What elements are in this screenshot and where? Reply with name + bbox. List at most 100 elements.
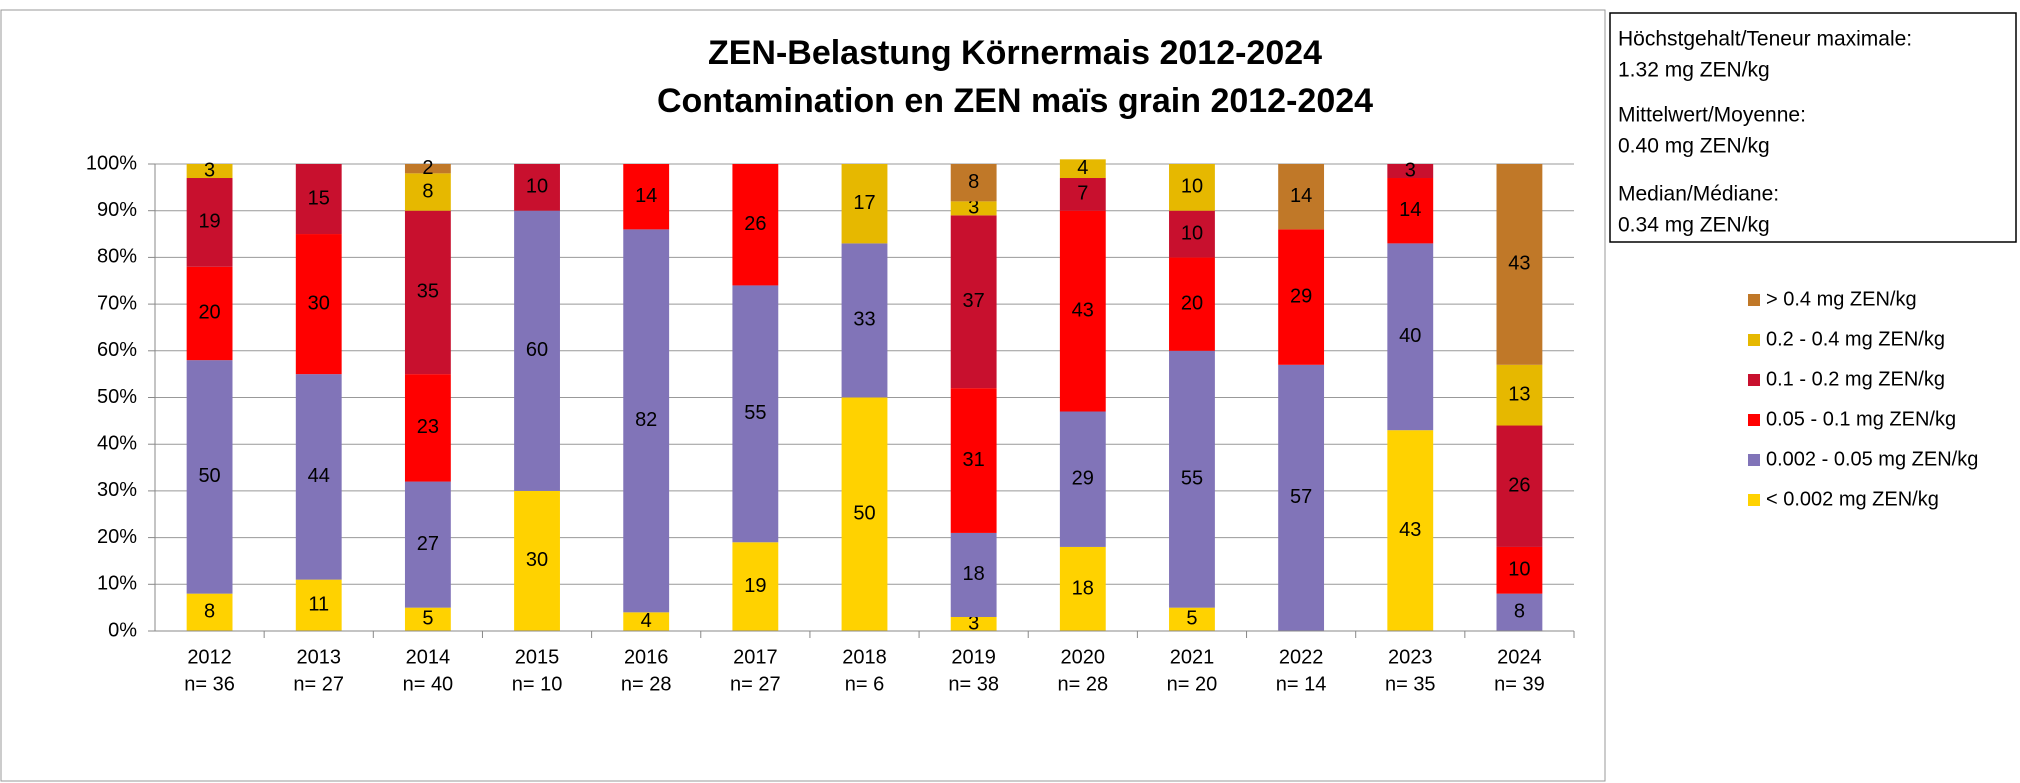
data-label: 35 — [417, 281, 439, 303]
legend-label: 0.2 - 0.4 mg ZEN/kg — [1766, 328, 1945, 350]
data-label: 10 — [1508, 559, 1530, 581]
data-label: 43 — [1399, 519, 1421, 541]
x-tick-label: 2019 — [951, 646, 996, 668]
bar-segment — [1278, 229, 1325, 365]
data-label: 8 — [968, 171, 979, 193]
data-label: 57 — [1290, 486, 1312, 508]
bar-segment — [295, 164, 342, 235]
info-text: Mittelwert/Moyenne: — [1618, 104, 1806, 127]
data-label: 3 — [968, 612, 979, 634]
x-tick-sublabel: n= 28 — [621, 673, 672, 695]
bar-segment — [1059, 178, 1106, 211]
bar-segment — [732, 285, 779, 543]
data-label: 60 — [526, 339, 548, 361]
y-tick-label: 100% — [86, 152, 137, 174]
y-tick-label: 50% — [97, 386, 137, 408]
data-label: 44 — [308, 465, 330, 487]
bar-segment — [186, 266, 233, 361]
legend-swatch — [1748, 294, 1760, 306]
x-tick-label: 2022 — [1279, 646, 1324, 668]
x-tick-sublabel: n= 38 — [948, 673, 999, 695]
data-label: 18 — [963, 563, 985, 585]
data-label: 14 — [1290, 185, 1312, 207]
bar-segment — [1496, 364, 1543, 426]
data-label: 23 — [417, 416, 439, 438]
data-label: 18 — [1072, 577, 1094, 599]
x-tick-sublabel: n= 39 — [1494, 673, 1545, 695]
data-label: 8 — [422, 180, 433, 202]
data-label: 26 — [1508, 475, 1530, 497]
data-label: 50 — [198, 465, 220, 487]
data-label: 43 — [1072, 299, 1094, 321]
data-label: 13 — [1508, 383, 1530, 405]
bar-segment — [623, 612, 670, 631]
data-label: 2 — [422, 157, 433, 179]
bar-segment — [186, 360, 233, 594]
data-label: 14 — [635, 185, 657, 207]
x-tick-label: 2020 — [1061, 646, 1106, 668]
bar-segment — [623, 229, 670, 613]
data-label: 29 — [1072, 468, 1094, 490]
bar-segment — [1387, 430, 1434, 631]
legend-label: 0.1 - 0.2 mg ZEN/kg — [1766, 368, 1945, 390]
data-label: 17 — [853, 192, 875, 214]
bar-segment — [950, 215, 997, 389]
bar-segment — [186, 593, 233, 631]
bar-segment — [404, 164, 451, 174]
data-label: 50 — [853, 503, 875, 525]
bar-segment — [295, 374, 342, 580]
bar-segment — [1387, 178, 1434, 244]
data-label: 43 — [1508, 253, 1530, 275]
bar-segment — [1169, 257, 1215, 351]
data-label: 55 — [1181, 468, 1203, 490]
y-tick-label: 30% — [97, 479, 137, 501]
data-label: 4 — [1077, 157, 1088, 179]
data-label: 33 — [853, 309, 875, 331]
info-text: Höchstgehalt/Teneur maximale: — [1618, 28, 1912, 51]
data-label: 30 — [526, 549, 548, 571]
bar-segment — [404, 210, 451, 375]
bar-segment — [1169, 210, 1215, 258]
data-label: 7 — [1077, 183, 1088, 205]
bar-segment — [732, 542, 779, 631]
x-tick-sublabel: n= 14 — [1276, 673, 1327, 695]
x-tick-label: 2023 — [1388, 646, 1433, 668]
data-label: 19 — [744, 575, 766, 597]
bar-segment — [1169, 350, 1215, 608]
data-label: 27 — [417, 533, 439, 555]
bar-segment — [1496, 425, 1543, 547]
x-tick-sublabel: n= 35 — [1385, 673, 1436, 695]
x-tick-sublabel: n= 10 — [512, 673, 563, 695]
y-tick-label: 90% — [97, 199, 137, 221]
data-label: 55 — [744, 402, 766, 424]
bar-segment — [950, 164, 997, 202]
bar-segment — [404, 173, 451, 211]
chart-title: Contamination en ZEN maïs grain 2012-202… — [657, 82, 1373, 120]
bar-segment — [186, 164, 233, 179]
data-label: 82 — [635, 409, 657, 431]
bar-segment — [950, 388, 997, 533]
data-label: 8 — [1514, 601, 1525, 623]
legend-label: 0.05 - 0.1 mg ZEN/kg — [1766, 408, 1956, 430]
x-tick-sublabel: n= 28 — [1058, 673, 1109, 695]
y-tick-label: 70% — [97, 292, 137, 314]
info-text: 0.34 mg ZEN/kg — [1618, 214, 1770, 237]
data-label: 20 — [1181, 292, 1203, 314]
x-tick-sublabel: n= 27 — [293, 673, 344, 695]
data-label: 8 — [204, 601, 215, 623]
legend-swatch — [1748, 454, 1760, 466]
data-label: 15 — [308, 187, 330, 209]
bar-segment — [1496, 164, 1543, 365]
data-label: 5 — [422, 608, 433, 630]
data-label: 10 — [1181, 222, 1203, 244]
bar-segment — [1169, 607, 1215, 631]
info-text: Median/Médiane: — [1618, 183, 1779, 206]
legend-swatch — [1748, 334, 1760, 346]
bar-segment — [404, 481, 451, 608]
data-label: 3 — [968, 197, 979, 219]
data-label: 30 — [308, 292, 330, 314]
data-label: 14 — [1399, 199, 1421, 221]
x-tick-label: 2013 — [296, 646, 341, 668]
bar-segment — [514, 164, 560, 211]
